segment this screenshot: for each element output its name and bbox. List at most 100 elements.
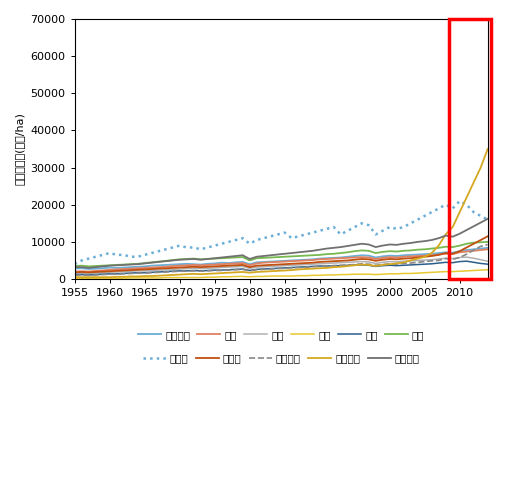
Y-axis label: 토지생산성(천원/ha): 토지생산성(천원/ha) (15, 113, 25, 185)
Line: 미곡: 미곡 (75, 249, 487, 271)
서류 (148, 259, 155, 265)
두류 (211, 267, 217, 273)
경종부문 (218, 260, 224, 266)
미곡 (204, 262, 210, 268)
맥류 (484, 258, 490, 264)
노지채소 (330, 263, 336, 269)
미곡 (484, 246, 490, 252)
과일류 (176, 242, 182, 248)
채소류 (204, 264, 210, 270)
시설채소 (204, 271, 210, 277)
맥류 (204, 265, 210, 271)
과일류 (330, 224, 336, 230)
시설채소 (190, 271, 196, 277)
두류 (72, 271, 78, 277)
두류 (183, 268, 189, 274)
Line: 노지채소: 노지채소 (75, 244, 487, 275)
잡곡 (176, 275, 182, 281)
채소류 (211, 264, 217, 270)
두류 (85, 272, 91, 278)
시설채소 (141, 273, 147, 279)
특용작물 (337, 244, 343, 250)
특용작물 (484, 216, 490, 222)
서류 (218, 256, 224, 261)
미곡 (176, 263, 182, 269)
과일류 (190, 244, 196, 250)
과일류 (456, 198, 462, 204)
맥류 (141, 268, 147, 274)
시설채소 (330, 264, 336, 270)
맥류 (211, 265, 217, 271)
서류 (211, 256, 217, 261)
채소류 (330, 258, 336, 264)
과일류 (204, 244, 210, 250)
Line: 잡곡: 잡곡 (75, 270, 487, 278)
시설채소 (211, 270, 217, 276)
맥류 (72, 270, 78, 276)
맥류 (190, 265, 196, 271)
서류 (183, 256, 189, 262)
Line: 경종부문: 경종부문 (75, 248, 487, 269)
두류 (463, 258, 469, 264)
서류 (85, 264, 91, 270)
Line: 특용작물: 특용작물 (75, 219, 487, 268)
잡곡 (190, 275, 196, 281)
잡곡 (484, 267, 490, 272)
서류 (484, 239, 490, 245)
특용작물 (211, 256, 217, 261)
노지채소 (204, 268, 210, 274)
서류 (337, 250, 343, 256)
경종부문 (197, 262, 204, 268)
두류 (484, 261, 490, 267)
과일류 (72, 261, 78, 267)
특용작물 (85, 265, 91, 271)
Line: 채소류: 채소류 (75, 236, 487, 272)
과일류 (141, 252, 147, 258)
서류 (72, 263, 78, 269)
Line: 두류: 두류 (75, 261, 487, 275)
과일류 (484, 217, 490, 223)
두류 (337, 263, 343, 269)
잡곡 (330, 272, 336, 278)
경종부문 (72, 266, 78, 271)
서류 (197, 256, 204, 262)
경종부문 (148, 263, 155, 269)
과일류 (211, 242, 217, 248)
미곡 (141, 265, 147, 271)
두류 (218, 267, 224, 273)
채소류 (484, 233, 490, 239)
잡곡 (141, 275, 147, 281)
시설채소 (176, 271, 182, 277)
Bar (448, 19, 490, 279)
시설채소 (484, 146, 490, 152)
노지채소 (211, 268, 217, 273)
노지채소 (176, 269, 182, 274)
맥류 (176, 266, 182, 272)
맥류 (330, 260, 336, 266)
시설채소 (72, 274, 78, 280)
미곡 (190, 262, 196, 268)
Line: 맥류: 맥류 (75, 257, 487, 273)
특용작물 (148, 260, 155, 266)
잡곡 (204, 274, 210, 280)
특용작물 (197, 257, 204, 263)
경종부문 (183, 261, 189, 267)
특용작물 (218, 255, 224, 260)
Legend: 과일류, 채소류, 노지채소, 시설채소, 특용작물: 과일류, 채소류, 노지채소, 시설채소, 특용작물 (138, 349, 423, 368)
특용작물 (183, 256, 189, 262)
미곡 (72, 269, 78, 274)
채소류 (141, 267, 147, 272)
잡곡 (72, 275, 78, 281)
Line: 과일류: 과일류 (75, 201, 487, 264)
경종부문 (85, 266, 91, 272)
노지채소 (484, 242, 490, 247)
잡곡 (211, 274, 217, 280)
채소류 (190, 264, 196, 270)
노지채소 (72, 272, 78, 278)
노지채소 (190, 268, 196, 274)
Line: 서류: 서류 (75, 242, 487, 267)
미곡 (211, 262, 217, 268)
두류 (197, 268, 204, 274)
경종부문 (211, 260, 217, 266)
특용작물 (72, 264, 78, 270)
